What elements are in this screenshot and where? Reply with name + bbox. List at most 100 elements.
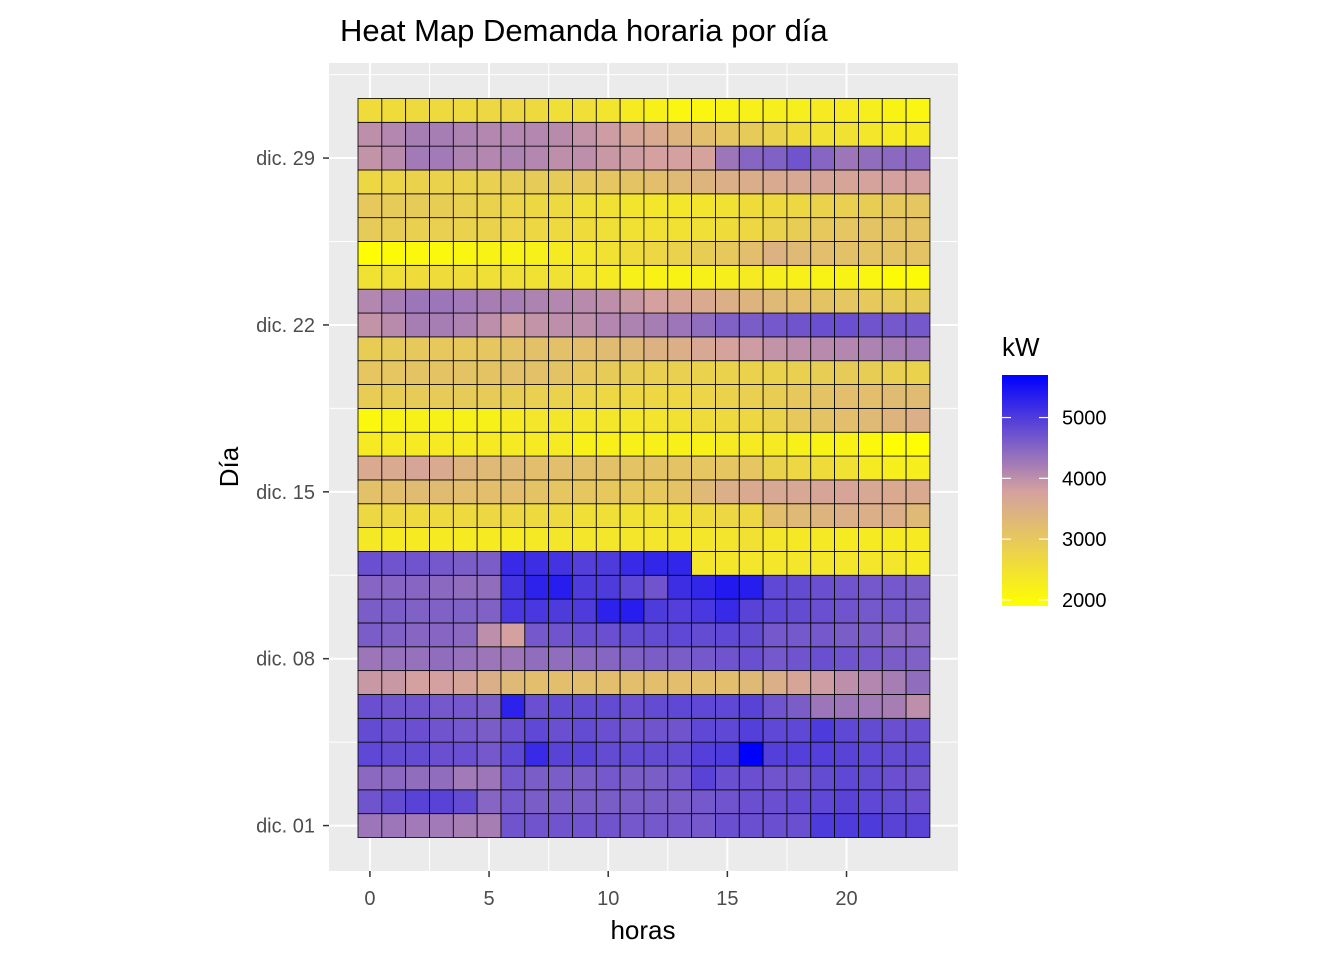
legend-colorbar [1002,375,1048,606]
x-tick-label: 10 [597,888,619,910]
heatmap-cell [476,741,502,767]
heatmap-cell [381,789,407,815]
heatmap-cell [429,384,454,409]
heatmap-cell [738,121,764,147]
y-tick-label: dic. 29 [256,148,315,170]
heatmap-cell [691,145,716,171]
heatmap-cell [858,169,883,195]
heatmap-cell [881,241,907,266]
heatmap-cell [905,765,931,791]
heatmap-cell [619,717,645,743]
heatmap-cell [500,121,526,147]
heatmap-cell [643,431,669,457]
heatmap-cell [738,431,764,457]
heatmap-cell [595,336,621,362]
heatmap-cell [881,407,907,433]
heatmap-cell [905,694,931,719]
heatmap-cell [452,622,478,648]
heatmap-cell [619,789,645,815]
heatmap-cell [715,765,740,791]
heatmap-cell [738,551,764,576]
heatmap-cell [762,598,788,624]
heatmap-cell [452,789,478,815]
heatmap-cell [905,813,931,838]
heatmap-cell [548,789,573,815]
heatmap-cell [405,193,430,219]
heatmap-cell [881,455,907,481]
heatmap-cell [738,813,764,838]
heatmap-cell [762,574,788,600]
heatmap-cell [405,312,430,338]
heatmap-cell [691,98,716,123]
heatmap-cell [762,407,788,433]
heatmap-cell [452,288,478,314]
heatmap-cell [715,741,740,767]
heatmap-cell [810,360,836,385]
heatmap-cell [810,384,836,409]
heatmap-cell [834,121,859,147]
heatmap-cell [381,455,407,481]
heatmap-cell [858,551,883,576]
heatmap-cell [429,574,454,600]
heatmap-cell [452,765,478,791]
heatmap-cell [762,503,788,528]
heatmap-cell [357,384,383,409]
heatmap-cell [667,527,693,552]
heatmap-cell [881,193,907,219]
heatmap-cell [357,217,383,242]
heatmap-cell [786,407,812,433]
heatmap-cell [715,670,740,695]
heatmap-cell [429,336,454,362]
heatmap-cell [738,217,764,242]
heatmap-cell [524,455,550,481]
heatmap-cell [715,503,740,528]
heatmap-cell [357,789,383,815]
heatmap-cell [572,288,597,314]
heatmap-cell [810,217,836,242]
heatmap-cell [572,574,597,600]
heatmap-cell [881,598,907,624]
heatmap-cell [905,169,931,195]
heatmap-cell [667,431,693,457]
heatmap-cell [452,145,478,171]
heatmap-cell [524,193,550,219]
heatmap-cell [405,527,430,552]
heatmap-cell [667,574,693,600]
heatmap-cell [858,598,883,624]
heatmap-cell [476,717,502,743]
heatmap-cell [476,479,502,505]
heatmap-cell [572,145,597,171]
heatmap-cell [595,670,621,695]
heatmap-cell [405,813,430,838]
heatmap-cell [905,336,931,362]
heatmap-cell [905,503,931,528]
heatmap-cell [357,360,383,385]
heatmap-cell [405,145,430,171]
heatmap-cell [715,121,740,147]
heatmap-cell [572,527,597,552]
heatmap-cell [595,288,621,314]
heatmap-cell [643,217,669,242]
heatmap-cell [524,741,550,767]
heatmap-cell [762,694,788,719]
heatmap-cell [429,598,454,624]
heatmap-cell [667,384,693,409]
heatmap-cell [786,598,812,624]
heatmap-cell [619,98,645,123]
heatmap-cell [834,455,859,481]
heatmap-cell [691,241,716,266]
heatmap-cell [881,145,907,171]
heatmap-cell [762,264,788,290]
heatmap-cell [381,479,407,505]
heatmap-cell [858,622,883,648]
heatmap-cell [452,312,478,338]
heatmap-cell [691,455,716,481]
heatmap-cell [762,479,788,505]
heatmap-cell [881,312,907,338]
heatmap-cell [715,479,740,505]
heatmap-cell [762,241,788,266]
heatmap-cell [452,598,478,624]
heatmap-cell [667,98,693,123]
heatmap-cell [619,336,645,362]
heatmap-cell [858,717,883,743]
